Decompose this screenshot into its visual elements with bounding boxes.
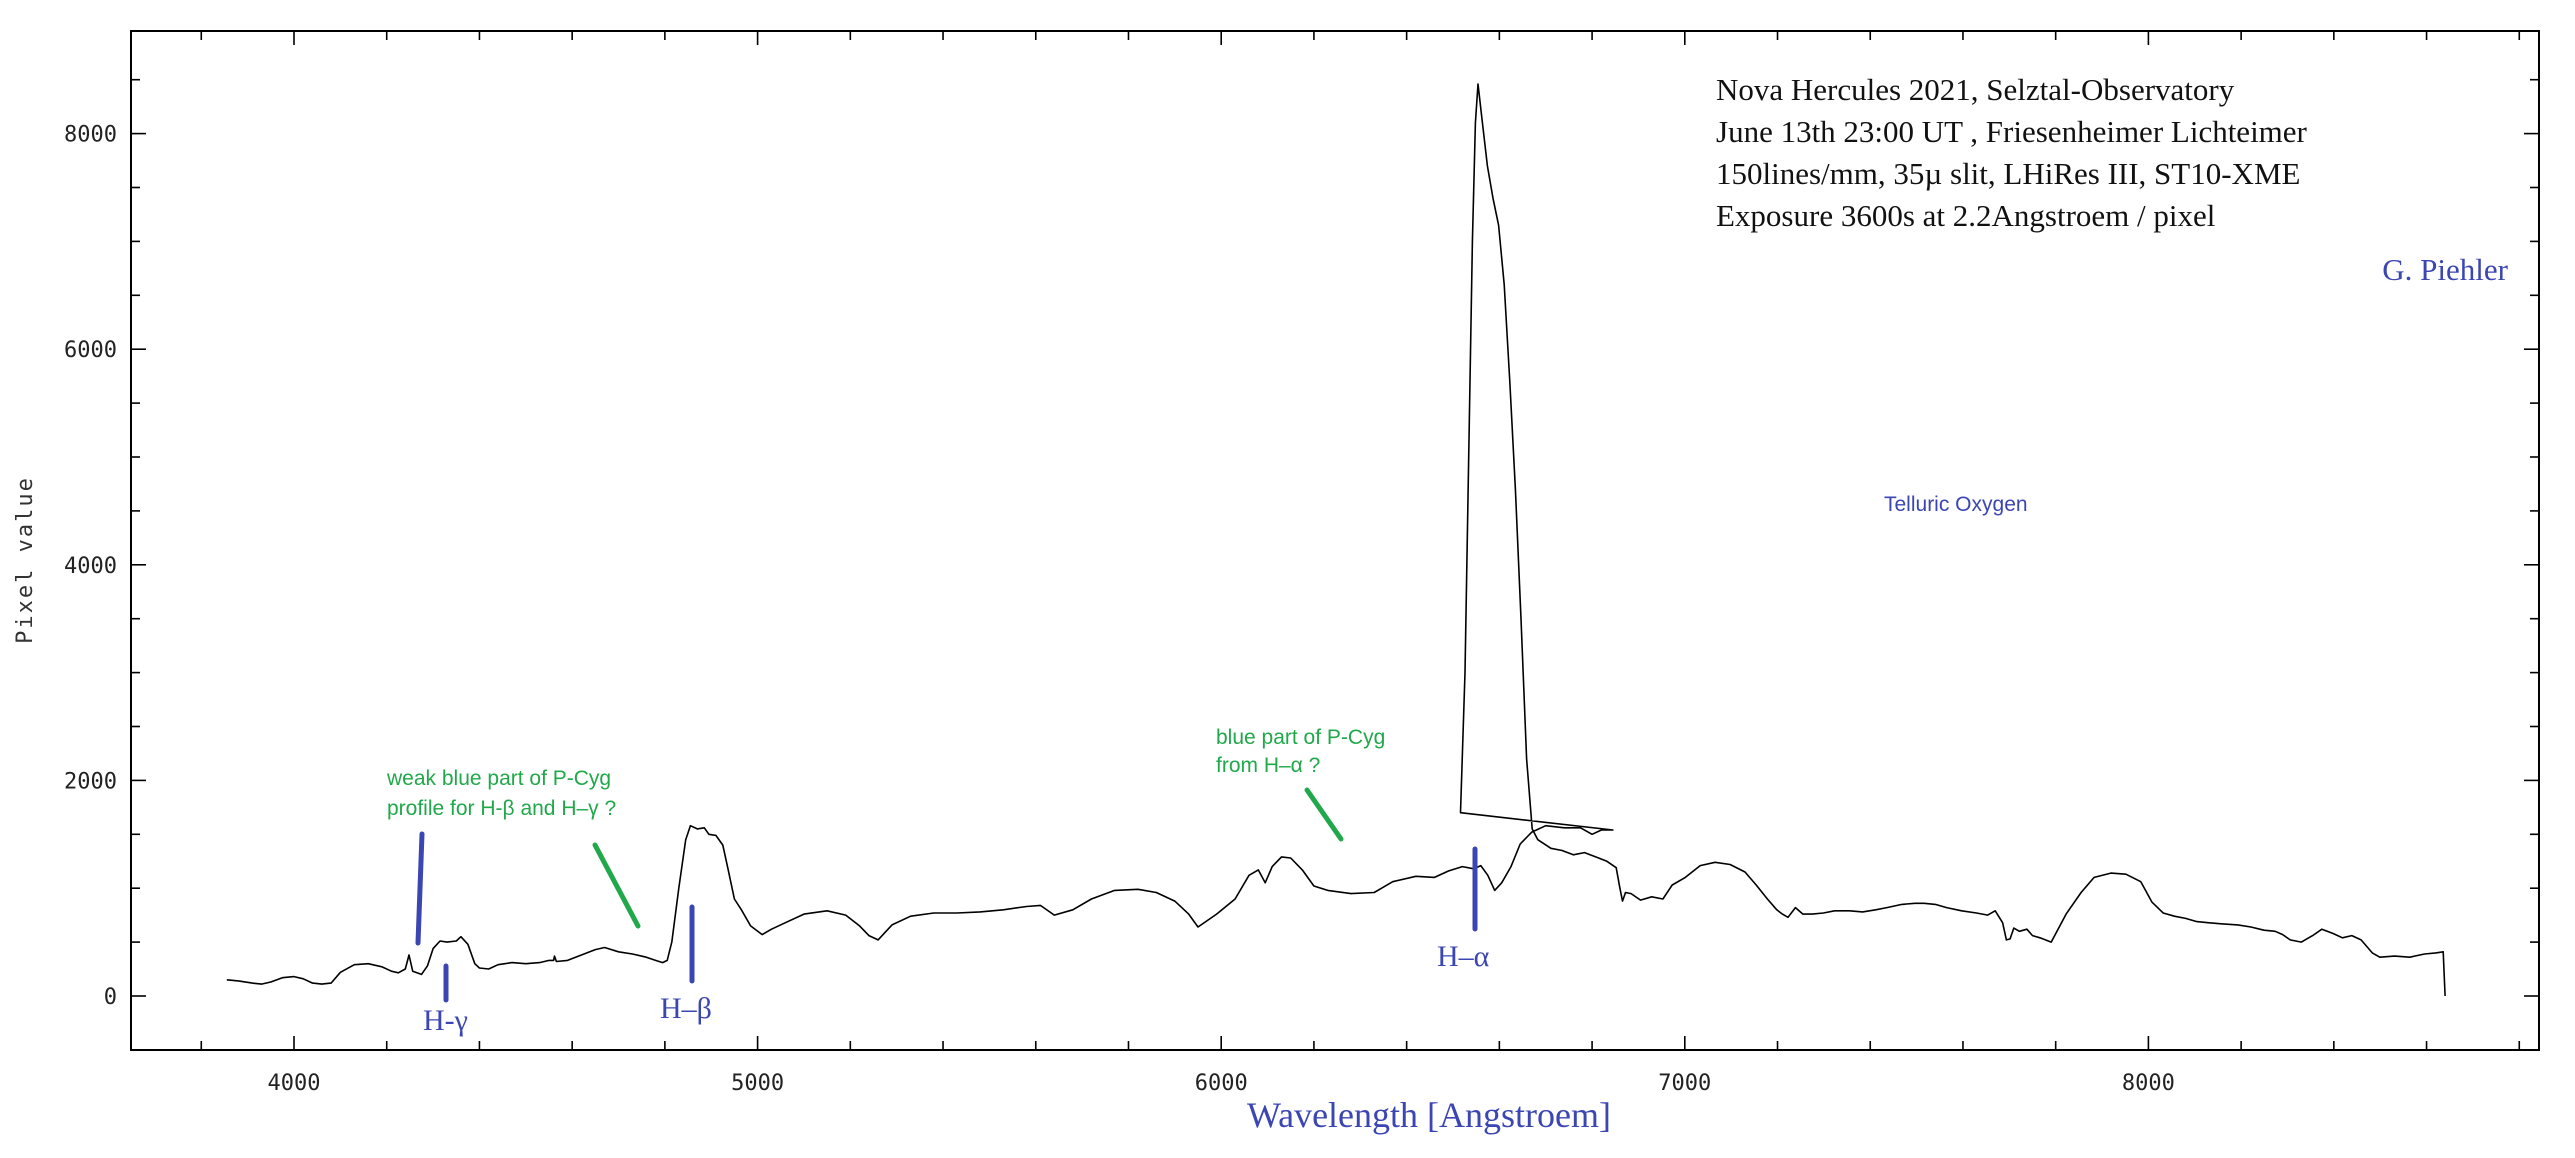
h-gamma-label: H-γ xyxy=(423,1004,468,1037)
x-tick-label: 6000 xyxy=(1195,1071,1248,1096)
telluric-oxygen-note: Telluric Oxygen xyxy=(1884,493,2028,516)
info-line-2: June 13th 23:00 UT , Friesenheimer Licht… xyxy=(1716,114,2308,149)
axis-ticks xyxy=(131,31,2539,1051)
x-tick-label: 5000 xyxy=(731,1071,784,1096)
info-line-4: Exposure 3600s at 2.2Angstroem / pixel xyxy=(1716,198,2215,233)
y-tick-label: 0 xyxy=(104,985,117,1010)
y-axis-label: Pixel value xyxy=(13,476,38,644)
pcyg-ha-note-line2: from H–α ? xyxy=(1216,754,1320,777)
pcyg-hb-hg-note-line2: profile for H-β and H–γ ? xyxy=(387,797,616,820)
pcyg-hg-marker xyxy=(415,831,425,946)
y-tick-label: 8000 xyxy=(64,123,117,148)
h-alpha-label: H–α xyxy=(1437,940,1490,973)
pcyg-hb-pointer xyxy=(592,842,641,929)
x-tick-label: 7000 xyxy=(1658,1071,1711,1096)
info-line-1: Nova Hercules 2021, Selztal-Observatory xyxy=(1716,72,2235,107)
h-beta-label: H–β xyxy=(660,992,712,1025)
pcyg-ha-pointer xyxy=(1304,787,1344,842)
axis-tick-labels: 4000 5000 6000 7000 8000 0 2000 4000 6000 8000 xyxy=(64,123,2175,1096)
info-line-3: 150lines/mm, 35µ slit, LHiRes III, ST10-… xyxy=(1716,156,2300,191)
author-credit: G. Piehler xyxy=(2382,252,2508,287)
pcyg-ha-note-line1: blue part of P-Cyg xyxy=(1216,726,1385,749)
spectrum-line xyxy=(226,83,2446,997)
y-tick-label: 2000 xyxy=(64,769,117,794)
y-tick-label: 6000 xyxy=(64,338,117,363)
pcyg-hb-hg-note-line1: weak blue part of P-Cyg xyxy=(386,767,611,790)
x-tick-label: 4000 xyxy=(268,1071,321,1096)
x-tick-label: 8000 xyxy=(2122,1071,2175,1096)
y-tick-label: 4000 xyxy=(64,554,117,579)
plot-frame xyxy=(130,30,2540,1051)
x-axis-label: Wavelength [Angstroem] xyxy=(1247,1095,1611,1135)
